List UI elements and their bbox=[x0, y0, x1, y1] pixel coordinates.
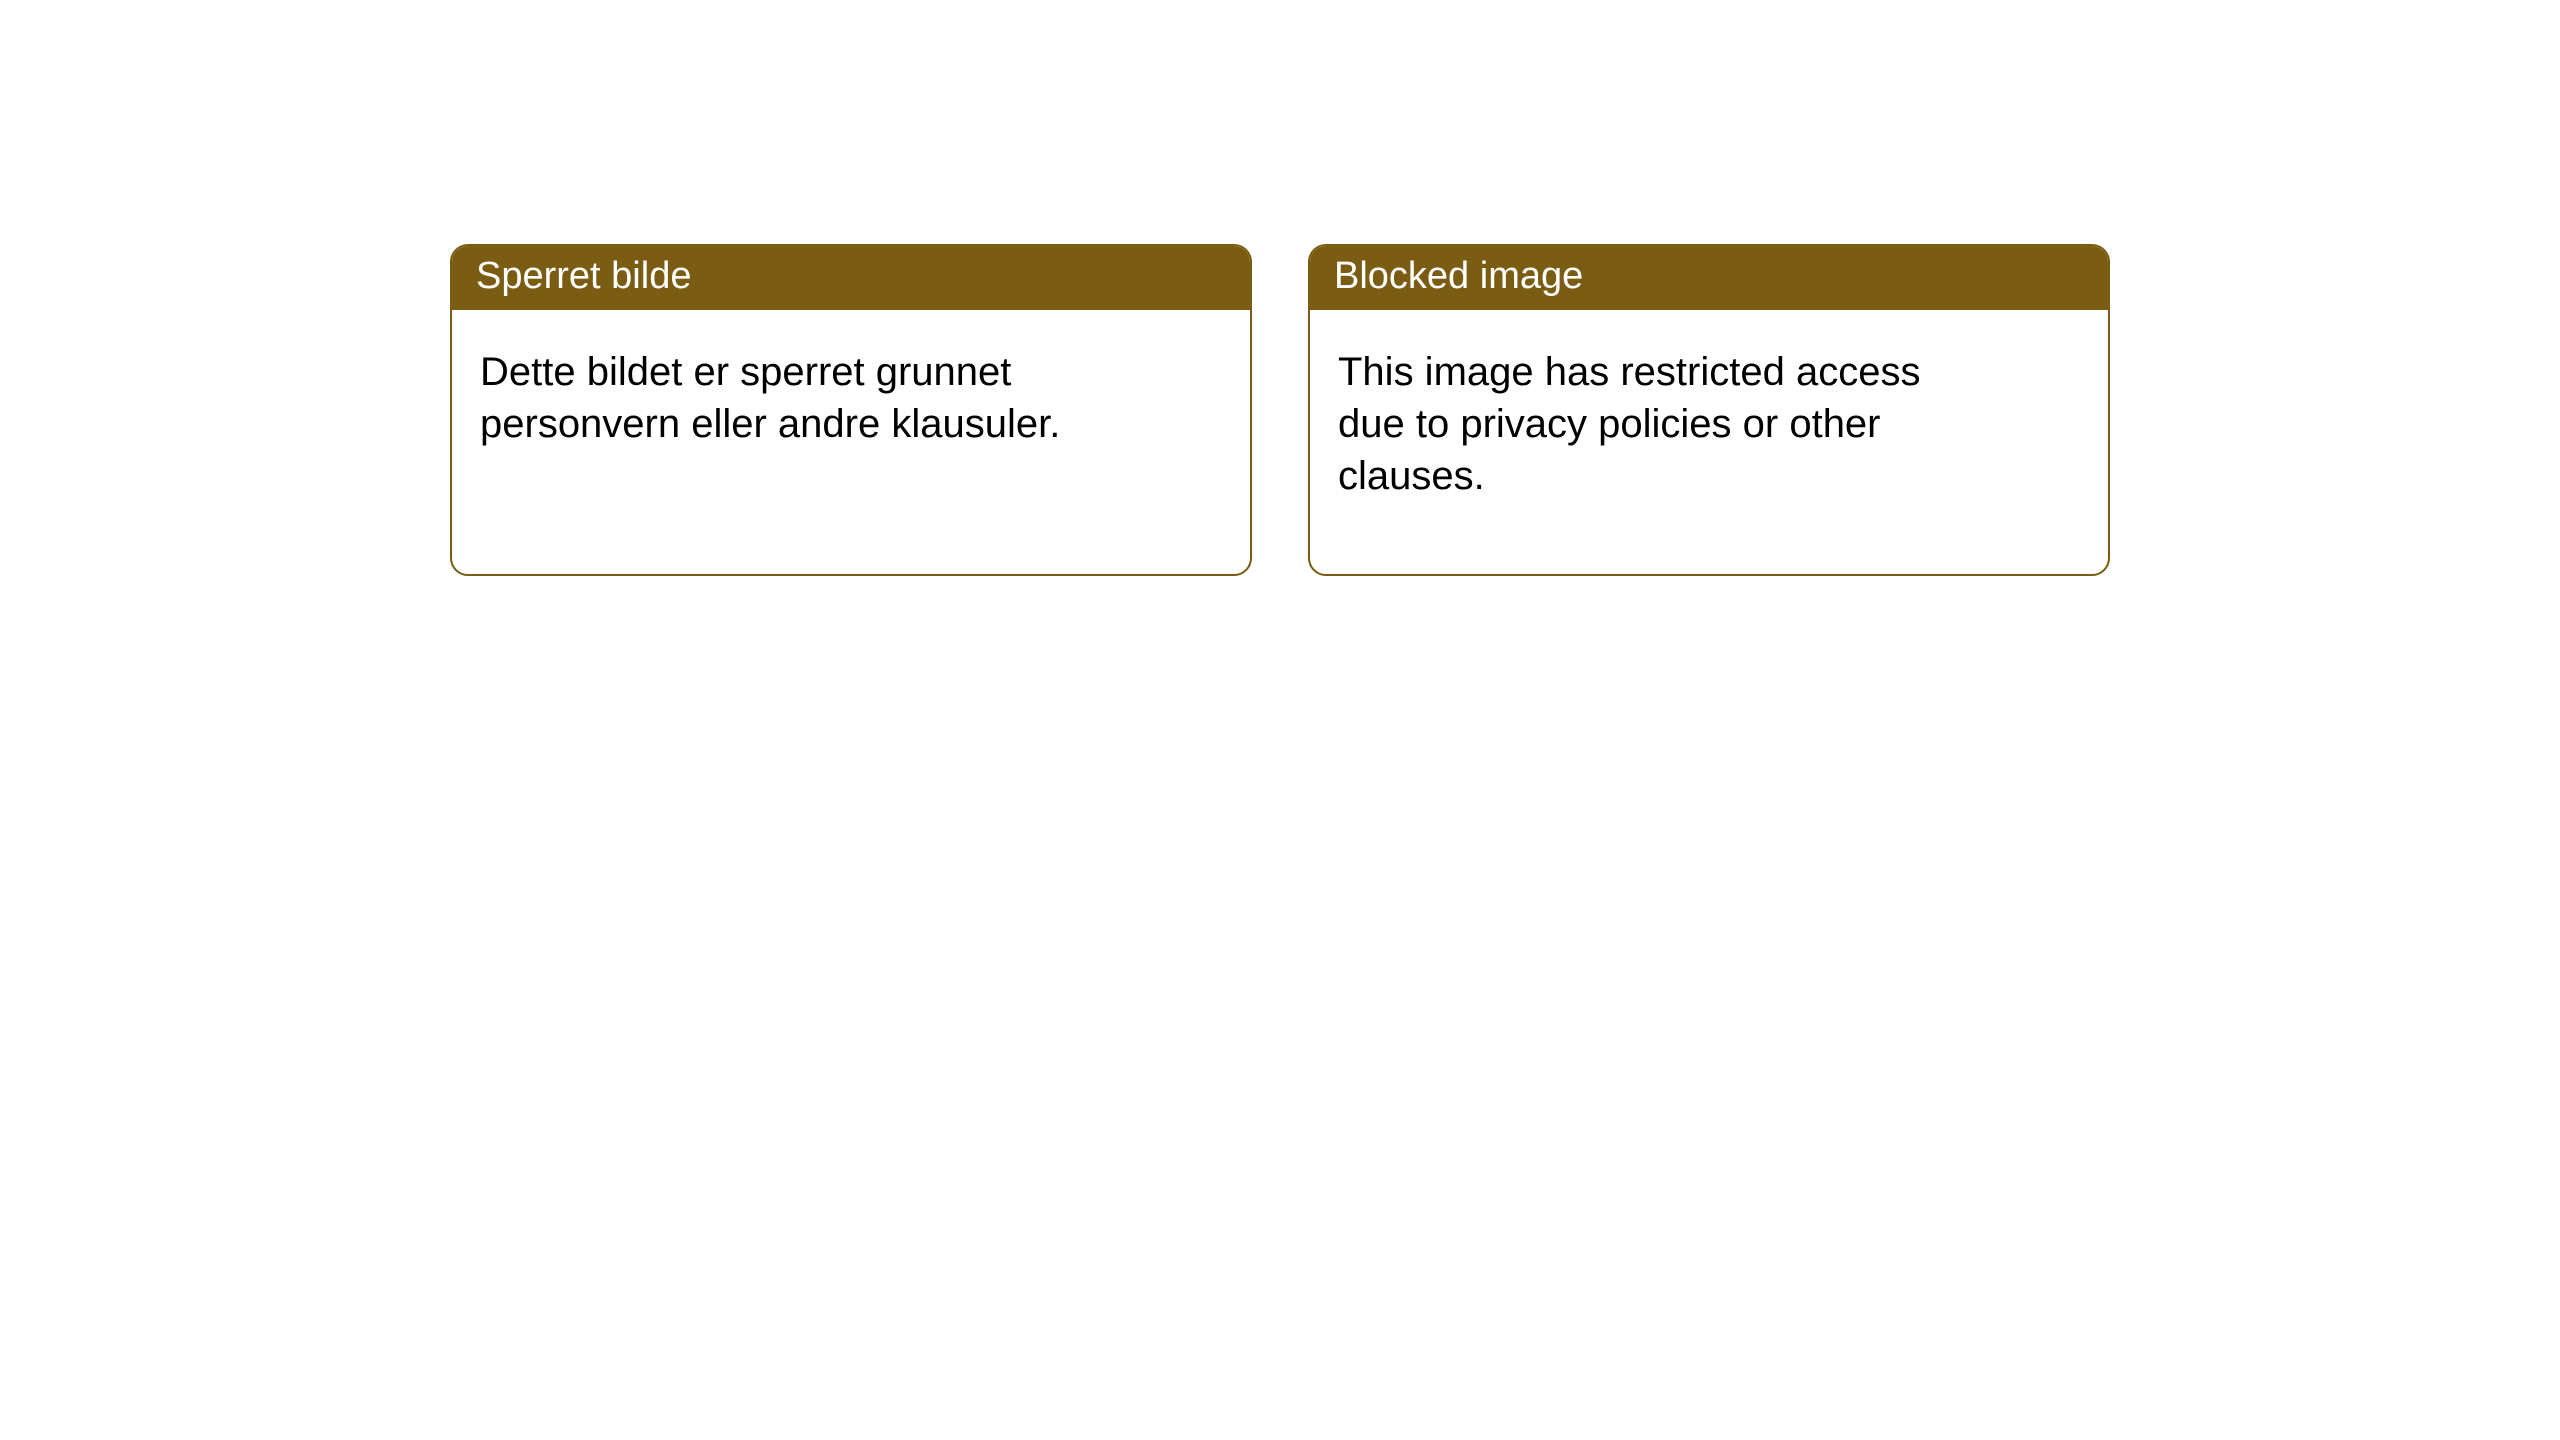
notice-title-en: Blocked image bbox=[1310, 246, 2108, 310]
notice-body-en: This image has restricted access due to … bbox=[1310, 310, 1990, 538]
notice-card-no: Sperret bilde Dette bildet er sperret gr… bbox=[450, 244, 1252, 576]
notice-title-no: Sperret bilde bbox=[452, 246, 1250, 310]
notice-container: Sperret bilde Dette bildet er sperret gr… bbox=[0, 0, 2560, 576]
notice-card-en: Blocked image This image has restricted … bbox=[1308, 244, 2110, 576]
notice-body-no: Dette bildet er sperret grunnet personve… bbox=[452, 310, 1132, 486]
